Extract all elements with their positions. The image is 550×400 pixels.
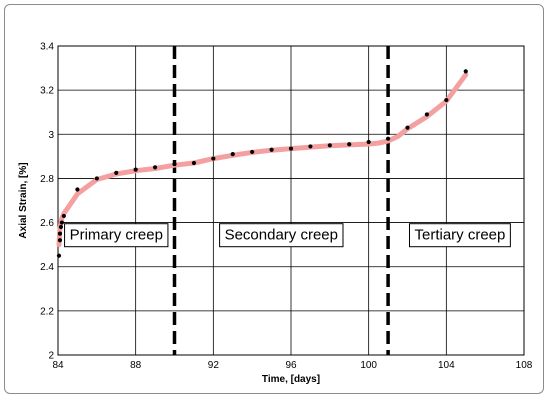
x-tick-label: 108 <box>516 360 533 371</box>
data-point <box>385 136 391 141</box>
data-point <box>94 176 99 181</box>
phase-label-1: Secondary creep <box>219 223 344 248</box>
phase-label-box <box>408 223 511 248</box>
y-tick-label: 2.8 <box>40 174 54 185</box>
y-tick-label: 2.2 <box>40 306 54 317</box>
x-tick-label: 96 <box>285 360 297 371</box>
data-point <box>424 112 430 117</box>
y-tick-label: 2.4 <box>40 262 54 273</box>
x-tick-labels: 84 88 92 96 100 104 108 <box>52 360 532 371</box>
phase-label-box <box>64 223 169 248</box>
plot-area-border <box>57 45 525 356</box>
phase-label-box <box>219 223 344 248</box>
data-point <box>191 160 197 166</box>
data-point <box>152 165 158 170</box>
data-point <box>58 224 64 230</box>
data-point <box>347 142 352 147</box>
y-tick-label: 3.4 <box>40 42 54 53</box>
data-point <box>57 231 63 236</box>
x-tick-label: 88 <box>130 360 142 371</box>
data-point <box>172 161 177 167</box>
annotation-layer: Primary creep Secondary creep Tertiary cre… <box>64 223 511 248</box>
y-axis-title: Axial Strain, [%] <box>18 162 29 238</box>
trend-line <box>56 72 469 248</box>
data-point <box>61 213 66 219</box>
phase-label-text: Primary creep <box>70 227 163 244</box>
y-tick-label: 2 <box>48 351 54 362</box>
x-tick-label: 92 <box>208 360 220 371</box>
x-tick-label: 100 <box>360 360 377 371</box>
x-axis-title: Time, [days] <box>262 374 320 385</box>
y-tick-labels: 2 2.2 2.4 2.6 2.8 3 3.2 3.4 <box>40 42 54 362</box>
y-tick-label: 3.2 <box>40 86 54 97</box>
data-point <box>57 238 63 243</box>
data-point <box>59 220 64 225</box>
data-point <box>308 144 313 149</box>
data-point <box>366 139 371 145</box>
data-point <box>114 170 119 176</box>
plot-border <box>57 45 525 356</box>
phase-boundaries <box>172 46 390 355</box>
data-point <box>211 156 216 161</box>
data-point <box>288 146 294 151</box>
series-layer <box>56 69 469 258</box>
chart-frame <box>4 4 544 394</box>
data-point <box>269 147 274 152</box>
phase-label-2: Tertiary creep <box>408 223 511 248</box>
phase-label-text: Secondary creep <box>225 227 338 244</box>
y-tick-label: 2.6 <box>40 218 54 229</box>
data-point <box>133 167 138 172</box>
data-point <box>327 143 332 148</box>
data-point <box>230 152 235 157</box>
data-point <box>250 149 255 155</box>
data-point <box>444 97 449 103</box>
y-tick-label: 3 <box>48 130 54 141</box>
phase-label-text: Tertiary creep <box>414 227 505 244</box>
data-point <box>463 69 468 74</box>
x-tick-label: 84 <box>52 360 64 371</box>
data-point <box>75 187 80 192</box>
data-point <box>405 125 410 130</box>
x-tick-label: 104 <box>438 360 455 371</box>
data-point <box>56 253 62 258</box>
phase-label-0: Primary creep <box>64 223 169 248</box>
